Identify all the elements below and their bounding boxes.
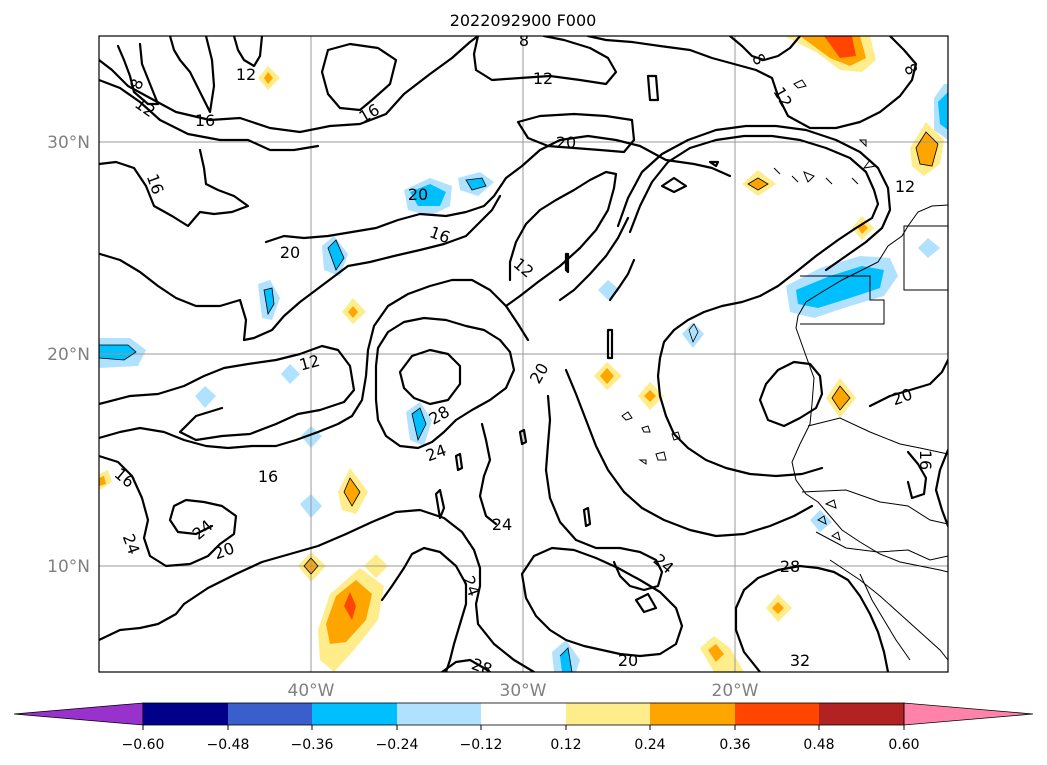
colorbar-segment bbox=[228, 703, 312, 725]
contour-label: 12 bbox=[533, 69, 553, 88]
map-title: 2022092900 F000 bbox=[450, 11, 597, 30]
colorbar-tick-label: 0.24 bbox=[634, 737, 665, 753]
colorbar-segment bbox=[397, 703, 481, 725]
lon-label-40w: 40°W bbox=[288, 681, 335, 701]
colorbar-tick-label: 0.48 bbox=[803, 737, 834, 753]
colorbar-segment bbox=[566, 703, 650, 725]
contour-label: 28 bbox=[469, 654, 495, 679]
lat-label-30n: 30°N bbox=[47, 133, 90, 153]
colorbar-ticks bbox=[142, 725, 905, 730]
warm-fill-patch bbox=[348, 306, 358, 318]
map-frame bbox=[98, 35, 949, 673]
contour-label: 20 bbox=[408, 185, 428, 204]
colorbar-segment bbox=[481, 703, 566, 725]
contour-label: 12 bbox=[895, 177, 915, 196]
blue-fill-patch bbox=[410, 184, 446, 206]
contour-label: 28 bbox=[780, 557, 800, 576]
colorbar-segment bbox=[819, 703, 904, 725]
warm-fill-patch bbox=[99, 476, 106, 486]
small-contour-loops bbox=[621, 79, 867, 465]
warm-fill-patch bbox=[600, 368, 614, 384]
contour-label: 16 bbox=[195, 111, 215, 130]
map-area: 8 8 8 8 12 12 12 12 12 12 12 16 16 16 16… bbox=[99, 31, 948, 679]
blue-fill-patch bbox=[918, 238, 940, 258]
lon-label-30w: 30°W bbox=[500, 681, 547, 701]
lat-label-10n: 10°N bbox=[47, 557, 90, 577]
colorbar-tick-label: 0.36 bbox=[719, 737, 750, 753]
blue-fill-patch bbox=[281, 364, 300, 384]
warm-fill-patch bbox=[264, 72, 273, 84]
contour-label: 12 bbox=[297, 351, 322, 375]
contour-label: 20 bbox=[618, 651, 638, 670]
latitude-labels: 30°N 20°N 10°N bbox=[47, 133, 90, 577]
contour-label: 12 bbox=[236, 65, 256, 84]
contour-label: 16 bbox=[916, 450, 935, 470]
warm-fill-patch bbox=[916, 132, 938, 166]
blue-fill-patch bbox=[938, 92, 948, 130]
blue-fill-patch bbox=[412, 408, 426, 440]
blue-fill-patch bbox=[195, 386, 216, 408]
colorbar-tick-label: −0.48 bbox=[207, 737, 250, 753]
shaded-fills bbox=[99, 36, 948, 672]
colorbar-low-extend bbox=[13, 702, 144, 726]
colorbar-tick-label: −0.36 bbox=[291, 737, 334, 753]
colorbar-tick-label: 0.60 bbox=[888, 737, 919, 753]
blue-fill-patch bbox=[99, 345, 136, 360]
blue-fill-patch bbox=[682, 322, 704, 348]
warm-fill-patch bbox=[832, 386, 850, 410]
coastlines bbox=[773, 159, 948, 661]
contour-label: 20 bbox=[556, 133, 576, 152]
contour-label: 32 bbox=[790, 651, 810, 670]
warm-fill-patch bbox=[344, 592, 356, 620]
blue-fill-patch bbox=[598, 280, 620, 300]
colorbar-segment bbox=[143, 703, 228, 725]
warm-fill-patch bbox=[644, 390, 656, 402]
colorbar: −0.60 −0.48 −0.36 −0.24 −0.12 0.12 0.24 … bbox=[13, 702, 1034, 753]
colorbar-tick-labels: −0.60 −0.48 −0.36 −0.24 −0.12 0.12 0.24 … bbox=[122, 737, 920, 753]
colorbar-tick-label: −0.60 bbox=[122, 737, 165, 753]
warm-fill-patch bbox=[772, 602, 784, 614]
contour-lines bbox=[99, 36, 948, 672]
colorbar-segment bbox=[650, 703, 735, 725]
lon-label-20w: 20°W bbox=[712, 681, 759, 701]
lat-label-20n: 20°N bbox=[47, 345, 90, 365]
longitude-labels: 40°W 30°W 20°W bbox=[288, 681, 759, 701]
contour-label: 20 bbox=[280, 243, 300, 262]
colorbar-high-extend bbox=[903, 702, 1034, 726]
contour-label: 16 bbox=[258, 467, 278, 486]
colorbar-tick-label: 0.12 bbox=[550, 737, 581, 753]
warm-fill-patch bbox=[824, 36, 856, 58]
colorbar-outline bbox=[142, 702, 905, 726]
colorbar-tick-label: −0.24 bbox=[376, 737, 419, 753]
warm-fill-patch bbox=[708, 644, 724, 662]
fill-outlines bbox=[99, 131, 939, 672]
blue-fill-patch bbox=[328, 240, 344, 270]
contour-label: 8 bbox=[519, 31, 529, 50]
blue-fill-patch bbox=[466, 178, 486, 190]
colorbar-segment bbox=[312, 703, 397, 725]
colorbar-segment bbox=[735, 703, 819, 725]
colorbar-tick-label: −0.12 bbox=[460, 737, 503, 753]
contour-label: 24 bbox=[492, 515, 512, 534]
